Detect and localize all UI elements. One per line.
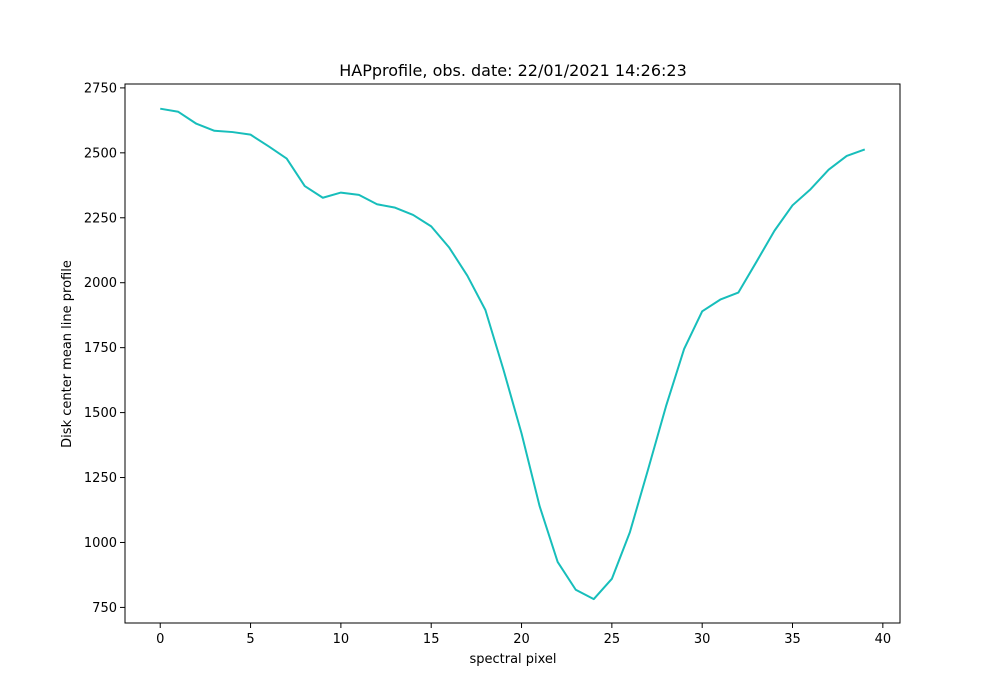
y-tick-label-1250: 1250 xyxy=(84,471,117,486)
x-axis-label: spectral pixel xyxy=(469,652,556,667)
y-axis: 750 1000 1250 1500 1750 2000 2250 2500 2750 xyxy=(84,81,125,616)
x-tick-label-25: 25 xyxy=(604,632,621,647)
y-tick-label-2750: 2750 xyxy=(84,81,117,96)
y-tick-label-2500: 2500 xyxy=(84,146,117,161)
y-tick-label-1750: 1750 xyxy=(84,341,117,356)
y-tick-label-1500: 1500 xyxy=(84,406,117,421)
y-tick-label-2250: 2250 xyxy=(84,211,117,226)
x-tick-label-0: 0 xyxy=(156,632,164,647)
y-tick-label-2000: 2000 xyxy=(84,276,117,291)
plot-frame xyxy=(124,83,901,624)
y-tick-label-750: 750 xyxy=(92,601,117,616)
x-axis: 0 5 10 15 20 25 30 35 40 xyxy=(156,623,891,647)
x-tick-label-30: 30 xyxy=(694,632,711,647)
x-tick-label-5: 5 xyxy=(246,632,254,647)
plot-area xyxy=(160,107,866,601)
y-tick-label-1000: 1000 xyxy=(84,536,117,551)
x-tick-label-10: 10 xyxy=(333,632,350,647)
chart-title: HAPprofile, obs. date: 22/01/2021 14:26:… xyxy=(339,61,687,80)
x-tick-label-40: 40 xyxy=(875,632,892,647)
x-tick-label-35: 35 xyxy=(784,632,801,647)
series-line-0 xyxy=(160,107,866,601)
x-tick-label-15: 15 xyxy=(423,632,440,647)
x-tick-label-20: 20 xyxy=(513,632,530,647)
y-axis-label: Disk center mean line profile xyxy=(60,260,75,448)
